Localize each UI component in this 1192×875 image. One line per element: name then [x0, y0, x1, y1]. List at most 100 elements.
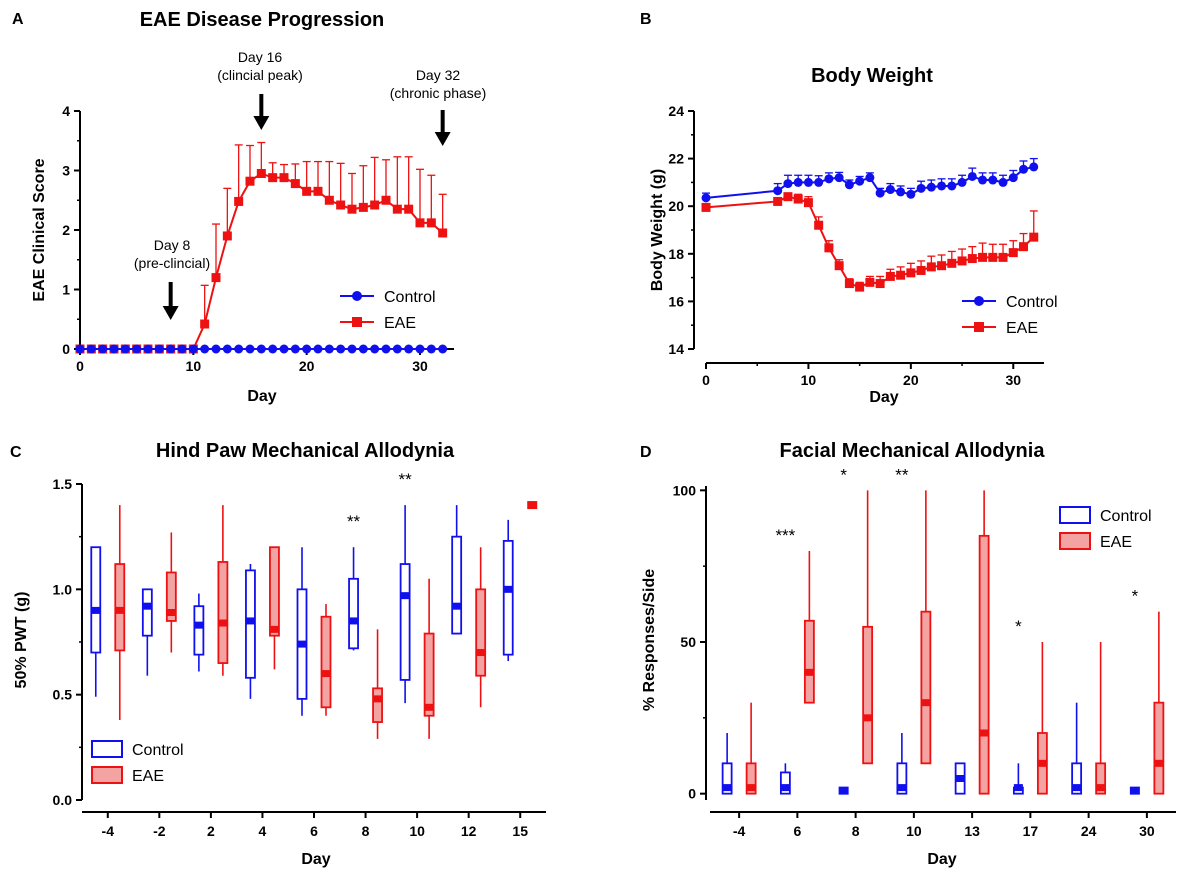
annotation-text: Day 16: [238, 49, 283, 65]
data-point-eae: [865, 277, 875, 287]
data-point-control: [906, 189, 916, 199]
data-point-eae: [358, 202, 368, 212]
annotation-arrow-head: [253, 116, 270, 130]
box-median-eae: [746, 784, 756, 792]
data-point-control: [803, 177, 813, 187]
data-point-control: [166, 344, 176, 354]
legend-label-control: Control: [384, 289, 436, 306]
box-median-eae: [863, 714, 873, 722]
data-point-control: [916, 183, 926, 193]
data-point-eae: [1029, 232, 1039, 242]
data-point-eae: [313, 186, 323, 196]
y-tick-label: 0: [688, 786, 696, 802]
data-point-control: [875, 188, 885, 198]
box-median-eae: [979, 729, 989, 737]
data-point-eae: [381, 195, 391, 205]
data-point-control: [415, 344, 425, 354]
box-eae: [1153, 701, 1165, 795]
panel-d-xlabel: Day: [927, 851, 956, 868]
x-tick-label: 8: [362, 823, 370, 839]
data-point-control: [256, 344, 266, 354]
box-single-control: [1129, 786, 1140, 795]
legend-swatch-control: [1059, 506, 1091, 524]
data-point-control: [75, 344, 85, 354]
panel-c-plot: 0.0 0.5 1.0 1.5 -4 -2 2 4 6 8 10 12 15 ** ** Control EAE: [53, 470, 546, 839]
data-point-eae: [783, 192, 793, 202]
data-point-eae: [211, 273, 221, 283]
box-control: [896, 762, 908, 795]
significance-marker: *: [1015, 617, 1022, 636]
panel-d-title: Facial Mechanical Allodynia: [780, 440, 1046, 462]
y-tick-label: 2: [62, 222, 70, 238]
data-point-eae: [957, 256, 967, 266]
panel-c-xlabel: Day: [301, 851, 330, 868]
data-point-control: [268, 344, 278, 354]
x-tick-label: 0: [702, 372, 710, 388]
x-tick-label: 10: [801, 372, 817, 388]
box-median-control: [503, 585, 513, 593]
box-median-control: [142, 602, 152, 610]
box-eae: [372, 687, 383, 723]
legend-label-eae: EAE: [1006, 320, 1038, 337]
panel-a-xlabel: Day: [247, 388, 276, 405]
legend-label-control: Control: [132, 742, 184, 759]
y-tick-label: 14: [668, 341, 684, 357]
data-point-control: [967, 171, 977, 181]
significance-marker: **: [895, 465, 909, 484]
x-tick-label: -2: [153, 823, 166, 839]
data-point-control: [426, 344, 436, 354]
annotation-text: Day 8: [154, 237, 191, 253]
x-tick-label: 6: [310, 823, 318, 839]
box-eae: [803, 619, 815, 704]
box-control: [348, 577, 359, 650]
box-eae: [320, 615, 332, 709]
data-point-eae: [404, 204, 414, 214]
box-median-control: [91, 606, 101, 614]
data-point-control: [324, 344, 334, 354]
box-eae: [423, 632, 435, 717]
x-tick-label: 30: [1139, 823, 1155, 839]
box-median-control: [194, 621, 204, 629]
data-point-control: [279, 344, 289, 354]
box-control: [1071, 762, 1083, 795]
legend-label-eae: EAE: [132, 768, 164, 785]
box-median-eae: [1096, 784, 1106, 792]
data-point-control: [132, 344, 142, 354]
data-point-control: [313, 344, 323, 354]
data-point-control: [783, 179, 793, 189]
data-point-eae: [967, 254, 977, 264]
x-tick-label: 12: [461, 823, 477, 839]
box-control: [193, 605, 205, 656]
box-median-control: [297, 640, 307, 648]
box-eae: [745, 762, 757, 795]
x-tick-label: 10: [186, 358, 202, 374]
panel-b-plot: 14 16 18 20 22 24 0 10 20 30 Control EAE: [668, 103, 1057, 388]
data-point-eae: [268, 173, 278, 183]
data-point-eae: [1008, 248, 1018, 258]
data-point-eae: [988, 252, 998, 262]
box-median-eae: [218, 619, 228, 627]
box-median-eae: [921, 699, 931, 707]
data-point-eae: [947, 258, 957, 268]
data-point-control: [188, 344, 198, 354]
data-point-control: [200, 344, 210, 354]
y-tick-label: 22: [668, 151, 684, 167]
x-tick-label: 4: [259, 823, 267, 839]
data-point-control: [824, 174, 834, 184]
legend-marker-eae: [352, 317, 362, 327]
x-tick-label: 8: [852, 823, 860, 839]
data-point-control: [245, 344, 255, 354]
x-tick-label: 15: [512, 823, 528, 839]
box-control: [90, 546, 102, 654]
legend-label-control: Control: [1006, 294, 1058, 311]
data-point-eae: [793, 194, 803, 204]
data-point-eae: [256, 168, 266, 178]
panel-a-title: EAE Disease Progression: [140, 9, 385, 31]
data-point-eae: [926, 262, 936, 272]
box-eae: [1095, 762, 1107, 795]
data-point-control: [988, 175, 998, 185]
box-control: [779, 771, 791, 795]
box-median-control: [452, 602, 462, 610]
y-tick-label: 20: [668, 198, 684, 214]
data-point-control: [896, 187, 906, 197]
